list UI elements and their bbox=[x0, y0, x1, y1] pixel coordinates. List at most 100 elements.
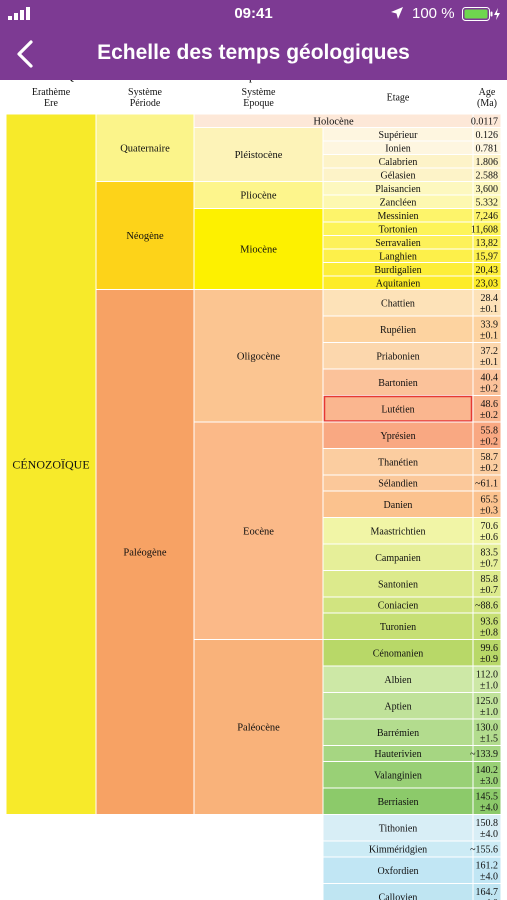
stage-cell[interactable] bbox=[322, 448, 474, 476]
stage-cell[interactable] bbox=[322, 718, 474, 746]
age-label: 164.7±4.0 bbox=[476, 887, 499, 900]
series-label: Pliocène bbox=[240, 191, 276, 202]
age-label-line: ~133.9 bbox=[470, 749, 498, 760]
age-label-line: 11,608 bbox=[471, 224, 498, 235]
header-erathem-line: Ere bbox=[44, 98, 58, 109]
age-label: 161.2 ±4.0 bbox=[476, 860, 499, 882]
age-label-line: 0.0117 bbox=[471, 116, 498, 127]
series-label: Miocène bbox=[240, 245, 277, 256]
age-label-line: 15,97 bbox=[476, 251, 499, 262]
age-label: ~133.9 bbox=[470, 749, 498, 760]
system-label-line: Néogène bbox=[126, 231, 164, 242]
stage-label: Bartonien bbox=[378, 378, 417, 389]
age-label: 2.588 bbox=[476, 170, 499, 181]
stage-label: Cénomanien bbox=[373, 648, 424, 659]
age-label: 7,246 bbox=[476, 211, 499, 222]
chevron-left-icon[interactable] bbox=[12, 38, 40, 70]
stage-label: Ionien bbox=[385, 143, 411, 154]
stage-cell[interactable] bbox=[322, 761, 474, 789]
age-label: 125.0 ±1.0 bbox=[476, 696, 499, 718]
age-label-line: 99.6 bbox=[481, 643, 499, 654]
age-label-line: 23,03 bbox=[476, 278, 499, 289]
age-label: 58.7 ±0.2 bbox=[480, 452, 498, 474]
age-label: 23,03 bbox=[476, 278, 499, 289]
stage-label-line: Hauterivien bbox=[374, 749, 421, 760]
geologic-timescale-table: Erathème Ere Système Période Système Epoque Et… bbox=[6, 80, 501, 900]
age-label-line: 13,82 bbox=[476, 238, 499, 249]
age-label-line: ±0.2 bbox=[480, 436, 498, 447]
age-label-line: ±0.2 bbox=[480, 463, 498, 474]
stage-label-line: Tortonien bbox=[379, 224, 418, 235]
age-cell bbox=[472, 315, 501, 343]
stage-label: Aquitanien bbox=[376, 278, 420, 289]
stage-label-line: Callovien bbox=[379, 892, 418, 900]
stage-label-line: Valanginien bbox=[374, 770, 422, 781]
age-label-line: ±0.7 bbox=[480, 585, 498, 596]
stage-label: Plaisancien bbox=[375, 184, 421, 195]
header-system: Système Période bbox=[128, 87, 162, 109]
system-label: Néogène bbox=[126, 231, 164, 242]
age-label: 13,82 bbox=[476, 238, 499, 249]
stage-cell[interactable] bbox=[322, 570, 474, 598]
stage-label-line: Turonien bbox=[380, 622, 416, 633]
series-label: Holocène bbox=[313, 116, 354, 127]
age-label: ~155.6 bbox=[470, 845, 498, 856]
age-label: 33.9 ±0.1 bbox=[480, 319, 498, 341]
header-erathem-line: Erathème bbox=[32, 87, 71, 98]
stage-label-line: Aquitanien bbox=[376, 278, 420, 289]
erathem-cell bbox=[6, 113, 97, 815]
stage-cell[interactable] bbox=[322, 315, 474, 343]
system-cell bbox=[95, 113, 195, 182]
age-label: 65.5 ±0.3 bbox=[480, 494, 498, 516]
stage-label: Burdigalien bbox=[374, 265, 421, 276]
stage-cell[interactable] bbox=[322, 814, 474, 842]
stage-label-line: Chattien bbox=[381, 298, 415, 309]
age-label-line: ±0.9 bbox=[480, 654, 498, 665]
stage-label: Tithonien bbox=[379, 823, 418, 834]
age-label-line: ~61.1 bbox=[475, 479, 498, 490]
stage-label-line: Messinien bbox=[377, 211, 418, 222]
stage-label: Aptien bbox=[384, 701, 411, 712]
header-series: Système Epoque bbox=[242, 87, 276, 109]
age-cell bbox=[472, 692, 501, 720]
series-label-line: Paléocène bbox=[237, 723, 280, 734]
age-label-line: ±4.0 bbox=[480, 871, 498, 882]
age-label-line: ~155.6 bbox=[470, 845, 498, 856]
age-label-line: 65.5 bbox=[481, 494, 499, 505]
stage-label: Rupélien bbox=[380, 325, 416, 336]
stage-cell[interactable] bbox=[322, 368, 474, 396]
age-label-line: 145.5 bbox=[476, 791, 499, 802]
header-erathem: Erathème Ere bbox=[32, 87, 71, 109]
navigation-bar: Echelle des temps géologiques bbox=[0, 28, 507, 80]
age-label: 55.8 ±0.2 bbox=[480, 425, 498, 447]
age-label: 40.4 ±0.2 bbox=[480, 372, 498, 394]
stage-label: Yprésien bbox=[380, 431, 415, 442]
age-label: 130.0 ±1.5 bbox=[476, 722, 499, 744]
stage-label: Maastrichtien bbox=[371, 526, 426, 537]
header-age: Age (Ma) bbox=[477, 87, 497, 109]
series-label: Eocène bbox=[243, 526, 274, 537]
series-label: Supérieur bbox=[238, 80, 279, 83]
age-cell bbox=[472, 787, 501, 815]
header-series-line: Système bbox=[242, 87, 276, 98]
series-label: Oligocène bbox=[237, 351, 280, 362]
stage-label: Callovien bbox=[379, 892, 418, 900]
stage-cell[interactable] bbox=[322, 543, 474, 571]
series-cell bbox=[193, 127, 324, 182]
header-age-line: (Ma) bbox=[477, 98, 497, 109]
stage-cell[interactable] bbox=[322, 289, 474, 317]
series-label-line: Holocène bbox=[313, 116, 354, 127]
age-label: 0.126 bbox=[476, 130, 499, 141]
erathem-label: CÉNOZOÏQUE bbox=[12, 457, 89, 471]
age-label-line: ±3.0 bbox=[480, 776, 498, 787]
age-label-line: ±0.1 bbox=[480, 304, 498, 315]
age-cell bbox=[472, 856, 501, 884]
stage-cell[interactable] bbox=[322, 665, 474, 693]
stage-label-line: Berriasien bbox=[377, 797, 418, 808]
stage-cell[interactable] bbox=[322, 787, 474, 815]
stage-cell[interactable] bbox=[322, 856, 474, 884]
stage-cell[interactable] bbox=[322, 639, 474, 667]
age-label-line: ±0.2 bbox=[480, 383, 498, 394]
stage-label-line: Plaisancien bbox=[375, 184, 421, 195]
stage-label-line: Tithonien bbox=[379, 823, 418, 834]
